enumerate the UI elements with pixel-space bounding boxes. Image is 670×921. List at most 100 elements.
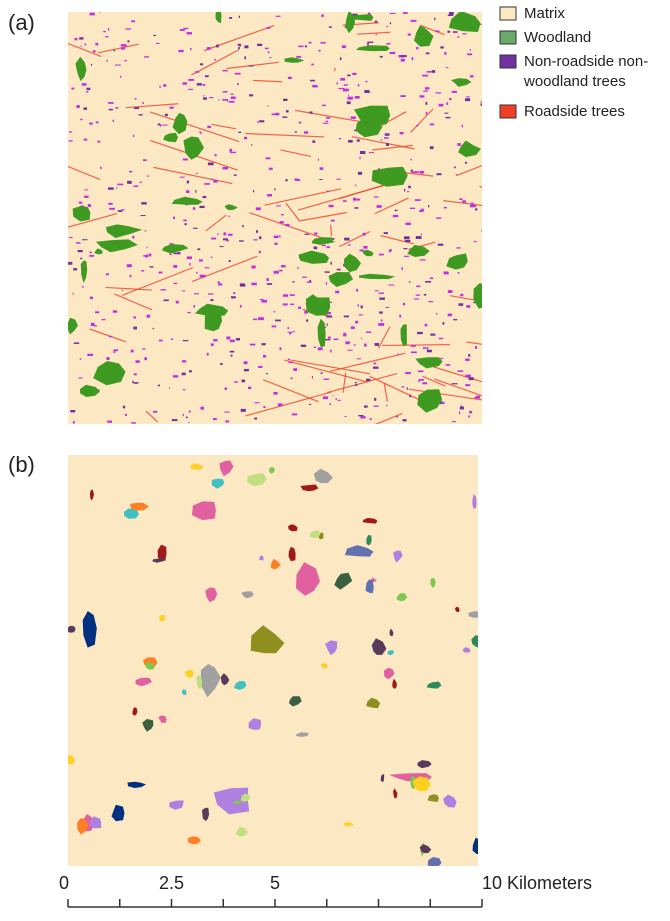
tree bbox=[278, 403, 283, 406]
tree bbox=[265, 48, 269, 49]
tree bbox=[291, 378, 293, 379]
tree bbox=[103, 31, 106, 32]
tree bbox=[444, 113, 448, 114]
tree bbox=[430, 123, 434, 125]
tree bbox=[141, 215, 146, 216]
tree bbox=[148, 254, 151, 257]
tree bbox=[369, 152, 374, 153]
tree bbox=[458, 272, 460, 274]
tree bbox=[131, 422, 136, 424]
tree bbox=[425, 102, 427, 105]
tree bbox=[90, 297, 93, 300]
tree bbox=[143, 159, 147, 161]
tree bbox=[200, 63, 203, 65]
tree bbox=[115, 107, 118, 109]
tree bbox=[258, 366, 262, 368]
tree bbox=[355, 321, 358, 324]
tree bbox=[482, 421, 484, 423]
tree bbox=[456, 174, 457, 175]
tree bbox=[84, 196, 88, 198]
tree bbox=[153, 328, 154, 329]
tree bbox=[370, 418, 372, 420]
tree bbox=[244, 45, 248, 48]
tree bbox=[273, 311, 275, 312]
tree bbox=[127, 181, 132, 184]
tree bbox=[347, 350, 352, 351]
tree bbox=[470, 205, 476, 207]
tree bbox=[188, 79, 194, 81]
tree bbox=[474, 241, 477, 242]
tree bbox=[94, 325, 97, 326]
tree bbox=[466, 96, 470, 97]
tree bbox=[162, 125, 167, 126]
tree bbox=[226, 240, 229, 242]
legend-label: Roadside trees bbox=[524, 103, 625, 120]
tree bbox=[199, 259, 203, 261]
tree bbox=[222, 99, 227, 101]
tree bbox=[434, 18, 435, 20]
tree bbox=[348, 140, 353, 143]
tree bbox=[330, 350, 331, 353]
tree bbox=[409, 281, 411, 282]
tree bbox=[153, 411, 157, 413]
tree bbox=[469, 377, 474, 380]
tree bbox=[418, 370, 424, 372]
tree bbox=[158, 385, 160, 387]
tree bbox=[80, 119, 82, 121]
tree bbox=[411, 20, 417, 22]
tree bbox=[386, 307, 389, 308]
tree bbox=[449, 12, 454, 15]
tree bbox=[379, 311, 383, 313]
tree bbox=[195, 71, 199, 72]
tree bbox=[436, 217, 441, 218]
tree bbox=[410, 159, 411, 160]
tree bbox=[144, 56, 149, 57]
tree bbox=[113, 120, 114, 122]
tree bbox=[357, 358, 361, 359]
tree bbox=[253, 319, 257, 321]
tree bbox=[446, 67, 449, 68]
tree bbox=[116, 187, 117, 188]
tree bbox=[127, 40, 129, 42]
tree bbox=[209, 97, 213, 98]
tree bbox=[253, 239, 257, 240]
tree bbox=[180, 29, 185, 31]
tree bbox=[89, 123, 93, 125]
tree bbox=[86, 91, 89, 92]
tree bbox=[444, 272, 449, 274]
tree bbox=[475, 346, 477, 349]
tree bbox=[419, 210, 423, 212]
tree bbox=[422, 382, 427, 384]
tree bbox=[384, 137, 388, 138]
tree bbox=[220, 246, 224, 247]
road bbox=[382, 345, 450, 346]
tree bbox=[452, 421, 456, 422]
tree bbox=[366, 331, 371, 332]
tree bbox=[213, 339, 217, 341]
tree bbox=[374, 363, 377, 365]
tree bbox=[108, 28, 109, 30]
tree bbox=[207, 47, 211, 50]
tree bbox=[404, 189, 405, 192]
tree bbox=[449, 98, 451, 100]
legend-swatch bbox=[500, 7, 516, 20]
tree bbox=[288, 77, 292, 79]
tree bbox=[435, 92, 441, 93]
tree bbox=[266, 27, 270, 29]
tree bbox=[403, 303, 405, 305]
legend-label: Non-roadside non- bbox=[524, 53, 648, 70]
tree bbox=[388, 285, 394, 286]
tree bbox=[361, 338, 362, 339]
tree bbox=[135, 98, 137, 100]
tree bbox=[312, 85, 317, 87]
tree bbox=[197, 83, 202, 85]
tree bbox=[95, 311, 99, 313]
tree bbox=[193, 305, 195, 308]
tree bbox=[176, 301, 179, 304]
tree bbox=[375, 290, 379, 291]
tree bbox=[205, 75, 209, 77]
tree bbox=[231, 94, 234, 95]
tree bbox=[411, 351, 417, 353]
tree bbox=[404, 236, 410, 239]
